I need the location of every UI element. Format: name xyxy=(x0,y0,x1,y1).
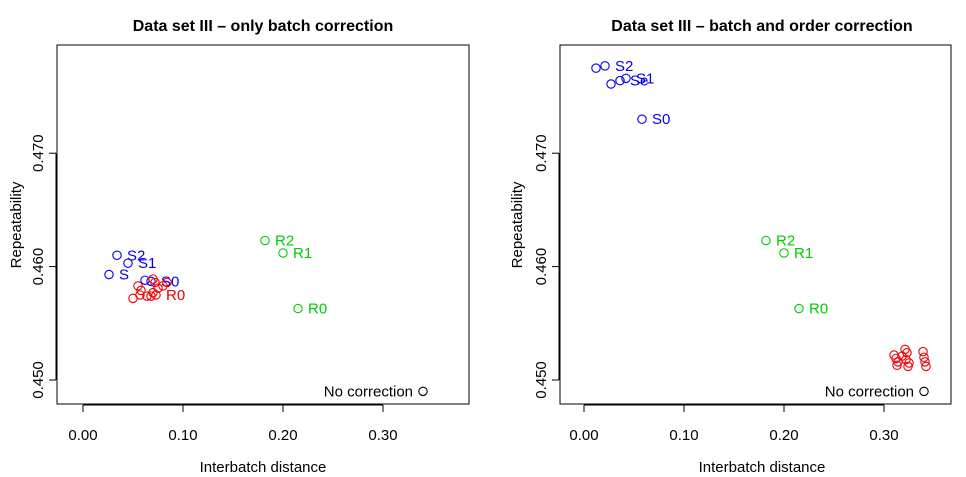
data-point xyxy=(146,291,156,301)
x-tick-label: 0.20 xyxy=(769,427,798,444)
y-axis: 0.450 0.460 0.470 xyxy=(533,134,560,399)
y-tick-label: 0.460 xyxy=(533,248,550,286)
x-tick-label: 0.30 xyxy=(869,427,898,444)
data-point xyxy=(918,346,928,357)
x-tick-label: 0.20 xyxy=(268,427,297,444)
chart-title: Data set III – batch and order correctio… xyxy=(611,18,912,35)
point-label: R0 xyxy=(308,301,327,318)
point-label: No correction xyxy=(825,383,914,400)
point-label: R2 xyxy=(275,233,294,250)
data-point xyxy=(293,303,303,314)
y-axis: 0.450 0.460 0.470 xyxy=(30,134,57,399)
point-label: R0 xyxy=(166,287,185,304)
data-point xyxy=(892,360,902,371)
y-tick-label: 0.470 xyxy=(533,134,550,172)
data-point xyxy=(278,248,288,258)
x-tick-label: 0.00 xyxy=(569,427,598,444)
data-point xyxy=(903,361,913,372)
x-axis-label: Interbatch distance xyxy=(699,459,826,476)
point-label: S1 xyxy=(636,70,654,87)
data-point xyxy=(902,348,912,358)
y-tick-label: 0.450 xyxy=(533,361,550,399)
data-point xyxy=(615,75,625,86)
y-axis-label: Repeatability xyxy=(8,181,25,268)
point-label: Se xyxy=(630,73,648,90)
y-tick-label: 0.470 xyxy=(30,134,47,172)
data-point xyxy=(418,386,428,397)
data-point xyxy=(151,290,161,300)
data-point xyxy=(162,277,172,288)
y-tick-label: 0.460 xyxy=(30,248,47,286)
plot-frame xyxy=(56,44,470,405)
data-point xyxy=(600,61,610,71)
data-point xyxy=(919,386,929,397)
x-tick-label: 0.10 xyxy=(669,427,698,444)
data-point xyxy=(140,275,150,285)
panel-right: Data set III – batch and order correctio… xyxy=(509,18,952,476)
data-point xyxy=(260,235,270,246)
data-point xyxy=(901,354,911,365)
point-label: R1 xyxy=(794,245,813,262)
panel-left: Data set III – only batch correction 0.0… xyxy=(8,18,470,476)
data-point xyxy=(621,73,631,84)
point-label: No correction xyxy=(324,383,413,400)
data-point xyxy=(794,303,804,314)
data-point xyxy=(919,352,929,363)
point-label: S0 xyxy=(652,111,670,128)
y-axis-label: Repeatability xyxy=(509,181,526,268)
data-point xyxy=(136,285,146,296)
data-point xyxy=(606,79,616,89)
data-point xyxy=(920,357,930,367)
point-label: S1 xyxy=(138,255,156,272)
data-point xyxy=(112,250,122,261)
point-label: S2 xyxy=(127,247,145,264)
data-point xyxy=(761,235,771,246)
x-tick-label: 0.30 xyxy=(368,427,397,444)
x-tick-label: 0.10 xyxy=(168,427,197,444)
x-axis: 0.00 0.10 0.20 0.30 xyxy=(569,404,899,444)
y-tick-label: 0.450 xyxy=(30,361,47,399)
data-point xyxy=(637,114,647,124)
chart-title: Data set III – only batch correction xyxy=(133,18,394,35)
point-label: R0 xyxy=(809,301,828,318)
data-point xyxy=(591,63,601,73)
x-axis: 0.00 0.10 0.20 0.30 xyxy=(68,404,398,444)
point-label: R2 xyxy=(776,233,795,250)
data-point xyxy=(921,361,931,372)
data-point xyxy=(104,269,114,280)
point-label: S2 xyxy=(615,58,633,75)
x-tick-label: 0.00 xyxy=(68,427,97,444)
data-point xyxy=(146,276,156,287)
data-point xyxy=(135,290,145,300)
data-point xyxy=(150,277,160,288)
x-axis-label: Interbatch distance xyxy=(200,459,327,476)
point-label: R1 xyxy=(293,245,312,262)
data-point xyxy=(779,248,789,258)
point-label: S xyxy=(119,267,129,284)
data-point xyxy=(123,258,133,268)
plot-frame xyxy=(559,44,952,405)
